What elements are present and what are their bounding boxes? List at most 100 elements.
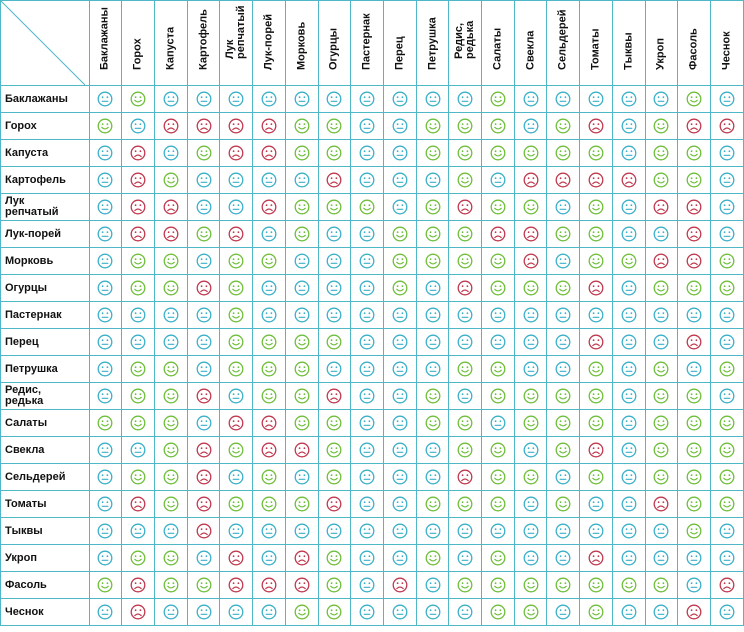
compatibility-cell — [513, 166, 548, 194]
smiley-neutral-icon — [196, 415, 212, 431]
smiley-neutral-icon — [359, 361, 375, 377]
compatibility-cell — [513, 301, 548, 329]
smiley-happy-icon — [326, 604, 342, 620]
compatibility-cell — [317, 166, 352, 194]
smiley-happy-icon — [490, 550, 506, 566]
row-header-лук-репчатый: Лук репчатый — [0, 193, 90, 221]
compatibility-cell — [611, 436, 646, 464]
compatibility-cell — [382, 328, 417, 356]
compatibility-cell — [350, 382, 384, 410]
compatibility-cell — [611, 193, 646, 221]
compatibility-cell — [481, 355, 515, 383]
smiley-sad-icon — [294, 442, 310, 458]
column-header-label: Салаты — [491, 27, 504, 70]
smiley-neutral-icon — [98, 253, 113, 269]
compatibility-cell — [121, 85, 156, 113]
compatibility-cell — [88, 112, 123, 140]
compatibility-cell — [88, 166, 123, 194]
smiley-happy-icon — [621, 577, 637, 593]
smiley-happy-icon — [130, 361, 146, 377]
compatibility-cell — [481, 193, 515, 221]
smiley-sad-icon — [686, 334, 702, 350]
smiley-happy-icon — [555, 577, 571, 593]
smiley-neutral-icon — [294, 469, 310, 485]
compatibility-cell — [317, 598, 352, 626]
smiley-happy-icon — [686, 442, 702, 458]
compatibility-cell — [546, 517, 581, 545]
compatibility-cell — [317, 355, 352, 383]
compatibility-cell — [415, 112, 450, 140]
compatibility-cell — [611, 355, 646, 383]
compatibility-cell — [677, 490, 711, 518]
compatibility-cell — [186, 436, 221, 464]
smiley-neutral-icon — [359, 145, 375, 161]
smiley-happy-icon — [555, 226, 571, 242]
compatibility-cell — [513, 274, 548, 302]
compatibility-cell — [481, 436, 515, 464]
column-header-label: Лук-порей — [262, 14, 275, 70]
column-header-label: Перец — [393, 36, 406, 70]
row-header-тыквы: Тыквы — [0, 517, 90, 545]
compatibility-cell — [611, 85, 646, 113]
smiley-happy-icon — [588, 145, 604, 161]
smiley-neutral-icon — [196, 172, 212, 188]
compatibility-cell — [284, 247, 319, 275]
smiley-happy-icon — [523, 145, 539, 161]
compatibility-cell — [579, 112, 613, 140]
smiley-happy-icon — [457, 253, 473, 269]
compatibility-cell — [252, 490, 286, 518]
smiley-happy-icon — [588, 226, 604, 242]
compatibility-cell — [644, 166, 679, 194]
column-header-label: Огурцы — [327, 28, 340, 70]
compatibility-cell — [481, 544, 515, 572]
smiley-sad-icon — [196, 442, 212, 458]
row-header-огурцы: Огурцы — [0, 274, 90, 302]
smiley-neutral-icon — [98, 604, 113, 620]
smiley-neutral-icon — [98, 172, 113, 188]
smiley-happy-icon — [490, 145, 506, 161]
smiley-sad-icon — [686, 226, 702, 242]
smiley-happy-icon — [228, 496, 244, 512]
compatibility-cell — [284, 220, 319, 248]
compatibility-cell — [611, 490, 646, 518]
compatibility-cell — [448, 382, 483, 410]
smiley-neutral-icon — [555, 334, 571, 350]
compatibility-cell — [121, 409, 156, 437]
compatibility-cell — [579, 139, 613, 167]
smiley-happy-icon — [228, 307, 244, 323]
compatibility-cell — [154, 355, 188, 383]
compatibility-cell — [382, 544, 417, 572]
compatibility-cell — [317, 382, 352, 410]
column-header-label: Капуста — [164, 26, 177, 70]
smiley-happy-icon — [163, 442, 179, 458]
compatibility-cell — [611, 274, 646, 302]
smiley-happy-icon — [261, 469, 277, 485]
smiley-neutral-icon — [686, 361, 702, 377]
smiley-sad-icon — [457, 280, 473, 296]
smiley-neutral-icon — [359, 307, 375, 323]
compatibility-cell — [350, 193, 384, 221]
compatibility-cell — [677, 328, 711, 356]
smiley-sad-icon — [130, 226, 146, 242]
smiley-happy-icon — [294, 145, 310, 161]
smiley-neutral-icon — [621, 226, 637, 242]
compatibility-cell — [513, 193, 548, 221]
table-row: Капуста — [0, 139, 744, 167]
smiley-happy-icon — [686, 145, 702, 161]
compatibility-cell — [88, 247, 123, 275]
compatibility-cell — [513, 409, 548, 437]
smiley-sad-icon — [523, 172, 539, 188]
compatibility-cell — [513, 355, 548, 383]
smiley-happy-icon — [490, 280, 506, 296]
compatibility-cell — [350, 301, 384, 329]
smiley-happy-icon — [98, 118, 113, 134]
compatibility-cell — [154, 193, 188, 221]
compatibility-cell — [611, 301, 646, 329]
compatibility-cell — [579, 463, 613, 491]
compatibility-cell — [644, 274, 679, 302]
compatibility-cell — [154, 382, 188, 410]
compatibility-cell — [546, 193, 581, 221]
smiley-neutral-icon — [555, 199, 571, 215]
compatibility-cell — [382, 490, 417, 518]
compatibility-cell — [448, 598, 483, 626]
